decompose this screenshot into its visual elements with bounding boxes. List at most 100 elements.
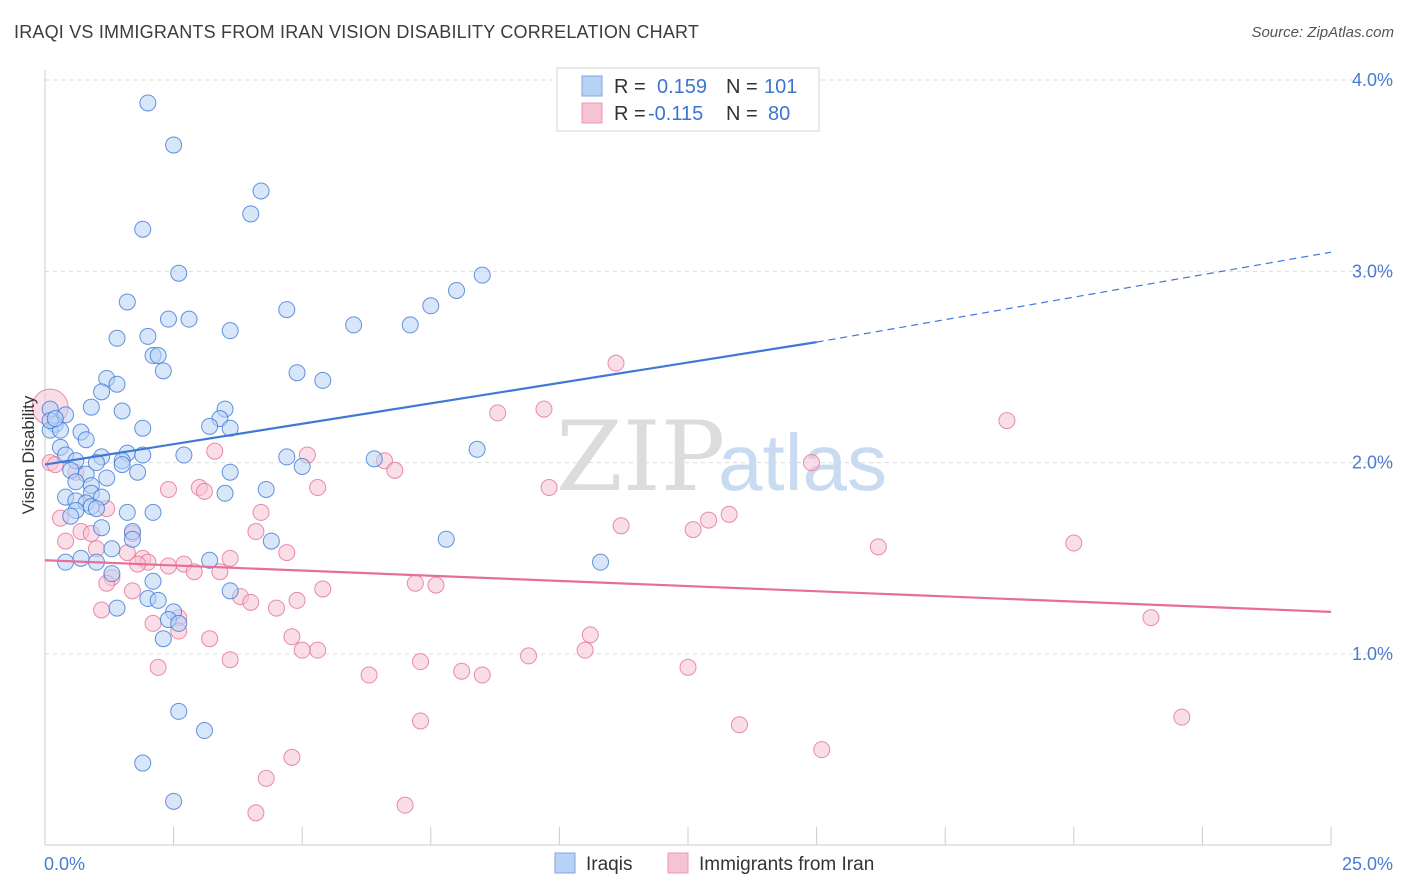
iran-point	[57, 532, 75, 550]
y-tick-label-1: 2.0%	[1352, 453, 1393, 473]
iran-point	[700, 511, 718, 529]
watermark-zip: ZIP	[556, 401, 725, 513]
iraqis-point	[195, 722, 213, 740]
iraqis-point	[592, 553, 610, 571]
iraqis-point	[216, 484, 234, 502]
iran-point	[802, 454, 820, 472]
iran-point	[360, 666, 378, 684]
x-tick-label-0: 0.0%	[44, 854, 85, 874]
tick-labels: 1.0% 2.0% 3.0% 4.0% 0.0% 25.0%	[44, 70, 1393, 874]
iran-point	[314, 580, 332, 598]
iraqis-point	[67, 473, 85, 491]
iran-point	[283, 628, 301, 646]
iran-point	[1065, 534, 1083, 552]
iraqis-point	[221, 463, 239, 481]
iraqis-point	[314, 371, 332, 389]
iraqis-point	[468, 440, 486, 458]
iraqis-point	[129, 463, 147, 481]
bottom-legend-swatch-iran	[667, 852, 689, 874]
iraqis-point	[288, 364, 306, 382]
iran-point	[520, 647, 538, 665]
iraqis-point	[170, 614, 188, 632]
iran-point	[684, 521, 702, 539]
legend-swatch-iran	[581, 102, 603, 124]
iraqis-point	[118, 293, 136, 311]
iran-point	[221, 549, 239, 567]
bottom-legend-swatch-iraqis	[554, 852, 576, 874]
iraqis-point	[175, 446, 193, 464]
bottom-legend-label-iraqis: Iraqis	[586, 854, 632, 875]
iraqis-point	[154, 630, 172, 648]
iran-point	[730, 716, 748, 734]
iran-point	[247, 523, 265, 541]
iran-point	[612, 517, 630, 535]
iraqis-point	[93, 383, 111, 401]
iraqis-point	[118, 503, 136, 521]
iraqis-point	[170, 702, 188, 720]
iran-point	[406, 574, 424, 592]
iraqis-point	[72, 549, 90, 567]
iran-point	[201, 630, 219, 648]
iraqis-point	[201, 417, 219, 435]
iraqis-point	[139, 94, 157, 112]
iran-point	[427, 576, 445, 594]
iran-point	[283, 748, 301, 766]
iraqis-point	[365, 450, 383, 468]
iran-point	[267, 599, 285, 617]
iran-point	[607, 354, 625, 372]
iraqis-point	[87, 500, 105, 518]
iran-point	[278, 544, 296, 562]
iraqis-point	[82, 398, 100, 416]
iraqis-point	[252, 182, 270, 200]
iraqis-point	[262, 532, 280, 550]
iraqis-point	[221, 322, 239, 340]
iran-point	[206, 442, 224, 460]
iraqis-point	[165, 792, 183, 810]
iran-point	[540, 479, 558, 497]
iran-point	[412, 712, 430, 730]
iran-point	[288, 591, 306, 609]
iraqis-point	[149, 347, 167, 365]
grid-lines	[45, 79, 1392, 655]
legend-swatch-iraqis	[581, 75, 603, 97]
iraqis-point	[87, 454, 105, 472]
iraqis-point	[437, 530, 455, 548]
iraqis-point	[77, 431, 95, 449]
iraqis-point	[448, 281, 466, 299]
legend-r-label-1: R =	[614, 76, 646, 98]
iran-point	[144, 614, 162, 632]
source-label: Source: ZipAtlas.com	[1251, 24, 1394, 41]
iraqis-point	[113, 456, 131, 474]
iraqis-point	[134, 446, 152, 464]
iran-point	[149, 658, 167, 676]
watermark: ZIP atlas	[556, 401, 887, 513]
iran-point	[453, 662, 471, 680]
legend-n-value-1: 101	[764, 76, 797, 98]
iraqis-point	[278, 448, 296, 466]
iraqis-point	[134, 419, 152, 437]
trend-lines	[44, 251, 1332, 614]
iraqis-point	[93, 519, 111, 537]
iraqis-point	[180, 310, 198, 328]
iraqis-point	[201, 551, 219, 569]
x-tick-label-1: 25.0%	[1342, 854, 1393, 874]
iraqis-point	[159, 310, 177, 328]
iran-point	[185, 563, 203, 581]
iran-point	[293, 641, 311, 659]
iraqis-point	[98, 469, 116, 487]
watermark-atlas: atlas	[718, 418, 887, 507]
iran-point	[679, 658, 697, 676]
iraqis-point	[62, 507, 80, 525]
iran-point	[412, 653, 430, 671]
iran-point	[257, 769, 275, 787]
iraqis-point	[139, 327, 157, 345]
iran-point	[123, 582, 141, 600]
iran-point	[998, 412, 1016, 430]
iraqis-point	[170, 264, 188, 282]
bottom-legend: Iraqis Immigrants from Iran	[554, 852, 874, 875]
scatter-points	[31, 94, 1191, 822]
iran-point	[1142, 609, 1160, 627]
iran-point	[720, 505, 738, 523]
iran-point	[473, 666, 491, 684]
iraqis-point	[144, 572, 162, 590]
